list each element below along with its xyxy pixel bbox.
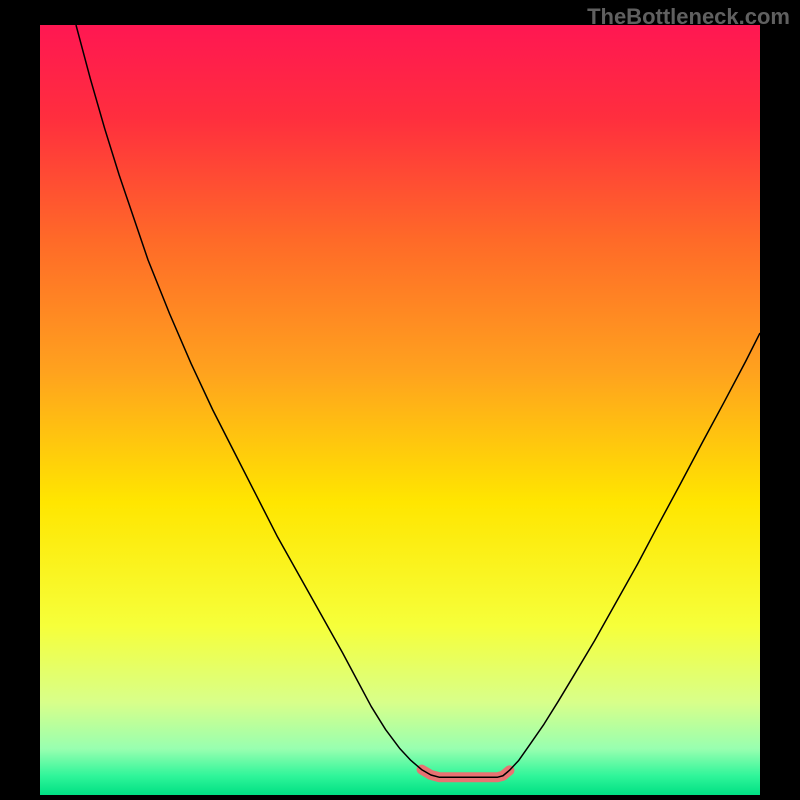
plot-svg <box>40 25 760 795</box>
chart-frame: TheBottleneck.com <box>0 0 800 800</box>
plot-area <box>40 25 760 795</box>
gradient-background <box>40 25 760 795</box>
watermark-text: TheBottleneck.com <box>587 4 790 30</box>
